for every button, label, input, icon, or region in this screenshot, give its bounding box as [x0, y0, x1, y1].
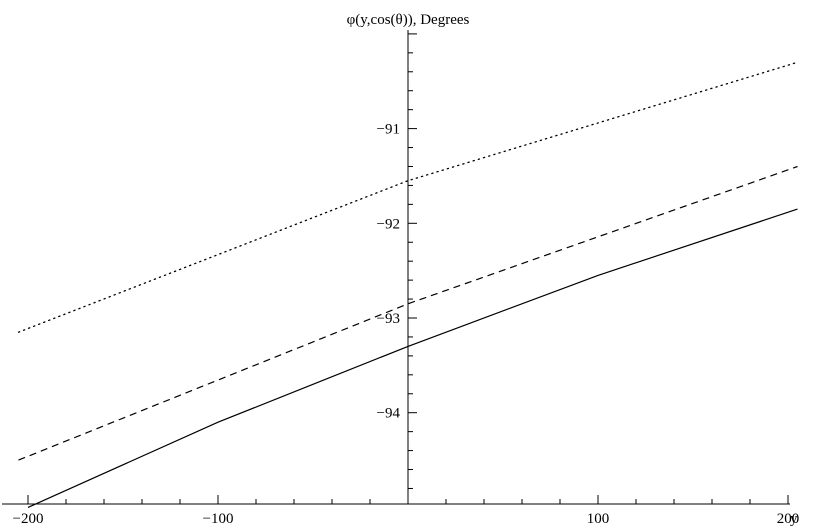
x-tick-label: −200	[13, 511, 44, 527]
tick-labels: −200 −100 100 200 −91 −92 −93 −94	[13, 122, 800, 527]
x-tick-label: 100	[587, 511, 610, 527]
y-axis-title: φ(y,cos(θ)), Degrees	[347, 12, 470, 28]
y-tick-label: −92	[377, 216, 400, 232]
series-line-solid	[27, 208, 798, 508]
series-layer	[17, 61, 799, 508]
x-tick-label: −100	[203, 511, 234, 527]
y-tick-label: −91	[377, 122, 400, 138]
y-tick-label: −94	[377, 406, 401, 422]
y-tick-label: −93	[377, 311, 400, 327]
x-axis-title: y	[790, 511, 798, 527]
axes	[2, 30, 790, 505]
x-tick-label: 200	[777, 511, 800, 527]
